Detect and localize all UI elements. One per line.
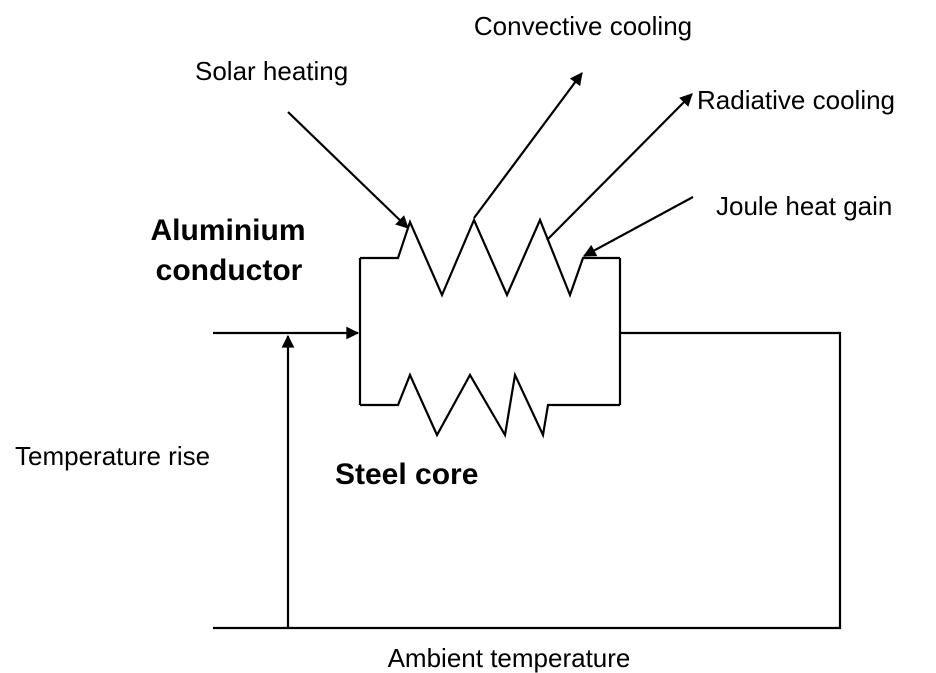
return-line (213, 331, 842, 630)
radiative-label: Radiative cooling (697, 85, 895, 115)
circuit (213, 217, 842, 630)
solar-label: Solar heating (195, 56, 348, 86)
steel-core-label: Steel core (335, 458, 478, 491)
solar-arrow (287, 111, 409, 229)
aluminium-label: Aluminium (151, 214, 306, 247)
temperature-rise-label: Temperature rise (15, 441, 210, 471)
aluminium-resistor (360, 217, 620, 299)
aluminium-label: conductor (156, 254, 303, 287)
convective-arrow (473, 72, 583, 219)
joule-arrow (583, 196, 694, 257)
steel-resistor (360, 371, 620, 439)
radiative-arrow (546, 93, 693, 241)
ambient-label: Ambient temperature (388, 643, 631, 673)
convective-label: Convective cooling (474, 11, 692, 41)
joule-label: Joule heat gain (716, 191, 892, 221)
